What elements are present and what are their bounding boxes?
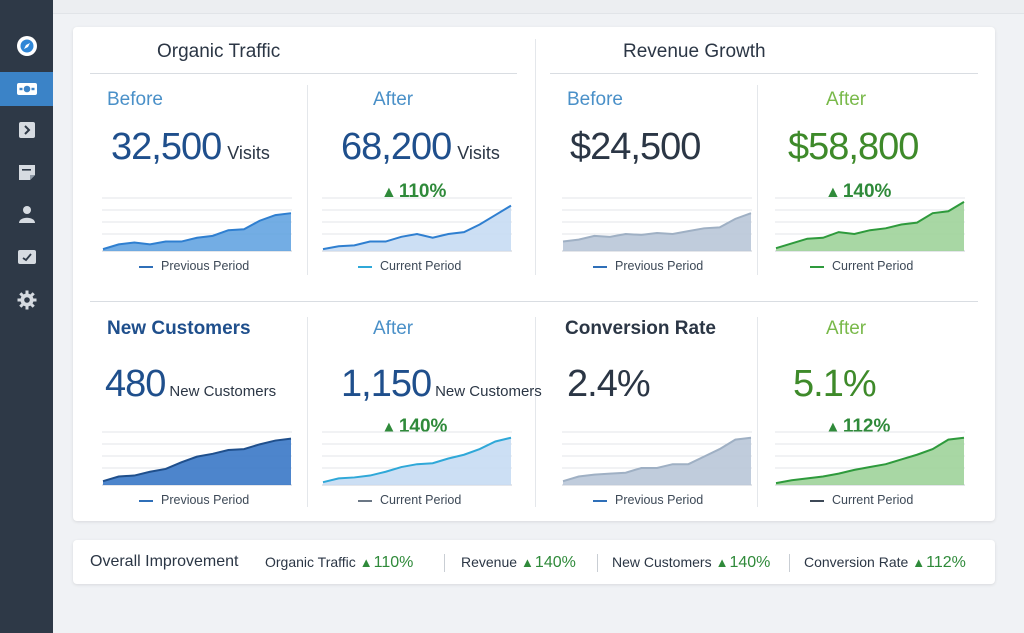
sidebar-item-mail[interactable] [0,240,53,274]
divider [307,317,308,507]
sparkline-area [776,437,964,485]
sparkline-area [563,437,751,485]
panel-label: After [373,318,414,339]
summary-new-customers: New Customers ▲140% [612,554,771,571]
sparkline-line [775,200,965,250]
change-indicator: ▲ 110% [381,181,447,202]
sparkline [102,431,292,486]
top-bar [53,0,1024,14]
chart-legend: Current Period [810,493,913,507]
sparkline-area [103,213,291,251]
chart-legend: Previous Period [593,259,703,273]
sparkline-area [323,437,511,485]
sparkline-area [563,213,751,251]
arrow-up-icon: ▲ [359,555,373,570]
divider [550,73,978,74]
mail-icon [17,250,36,264]
metric-value: 5.1% [793,363,877,405]
panel-label: After [826,89,867,110]
sparkline [775,197,965,252]
chart-legend: Current Period [810,259,913,273]
user-icon [18,206,35,223]
money-icon [16,83,37,95]
separator [789,554,790,572]
panel-label: New Customers [107,318,251,339]
divider [90,73,517,74]
panel-label: Conversion Rate [565,318,716,339]
chart-legend: Previous Period [139,259,249,273]
sidebar [0,0,53,633]
sidebar-item-compass[interactable] [0,29,53,63]
sidebar-item-users[interactable] [0,197,53,231]
divider [535,39,536,275]
chart-legend: Current Period [358,259,461,273]
sparkline-line [322,204,512,251]
panel-label: Before [567,89,623,110]
divider [757,85,758,275]
metric-value: $58,800 [788,126,919,168]
panel-label: After [826,318,867,339]
sparkline-line [102,212,292,251]
chart-legend: Current Period [358,493,461,507]
chart-legend: Previous Period [593,493,703,507]
sparkline [322,431,512,486]
chart-legend: Previous Period [139,493,249,507]
sidebar-item-finance[interactable] [0,72,53,106]
sparkline-area [323,205,511,251]
section-title-revenue-growth: Revenue Growth [623,41,766,62]
arrow-up-icon: ▲ [381,184,397,201]
sidebar-item-notes[interactable] [0,155,53,189]
sparkline-line [562,212,752,243]
sparkline-area [776,201,964,251]
divider [757,317,758,507]
footer-title: Overall Improvement [90,553,239,570]
sparkline [322,197,512,252]
sidebar-item-settings[interactable] [0,283,53,317]
section-title-organic-traffic: Organic Traffic [157,41,281,62]
metric-value: 32,500 Visits [111,126,270,168]
divider [307,85,308,275]
metric-value: 1,150 New Customers [341,363,542,405]
metrics-card: Organic Traffic Revenue Growth Before 32… [73,27,995,521]
summary-revenue: Revenue ▲140% [461,554,576,571]
sparkline-line [322,436,512,484]
arrow-up-icon: ▲ [715,555,729,570]
divider [535,317,536,507]
gear-icon [17,290,36,310]
sparkline-line [102,437,292,483]
sparkline-line [562,436,752,483]
sparkline [102,197,292,252]
sparkline [562,431,752,486]
separator [444,554,445,572]
chevron-right-icon [18,122,35,138]
arrow-up-icon: ▲ [912,555,926,570]
sparkline-line [775,436,965,485]
sidebar-item-next[interactable] [0,113,53,147]
sparkline [562,197,752,252]
change-indicator: ▲ 140% [825,181,892,202]
note-icon [18,165,35,180]
overall-improvement-bar: Overall Improvement Organic Traffic ▲110%… [73,540,995,584]
panel-label: Before [107,89,163,110]
compass-icon [16,36,37,56]
metric-value: 68,200 Visits [341,126,500,168]
divider [90,301,978,302]
summary-conversion-rate: Conversion Rate ▲112% [804,554,966,571]
sparkline [775,431,965,486]
metric-value: $24,500 [570,126,701,168]
panel-label: After [373,89,414,110]
metric-value: 2.4% [567,363,651,405]
arrow-up-icon: ▲ [521,555,534,570]
arrow-up-icon: ▲ [825,184,841,201]
summary-organic-traffic: Organic Traffic ▲110% [265,554,414,571]
sparkline-area [103,438,291,485]
separator [597,554,598,572]
metric-value: 480 New Customers [105,363,277,405]
